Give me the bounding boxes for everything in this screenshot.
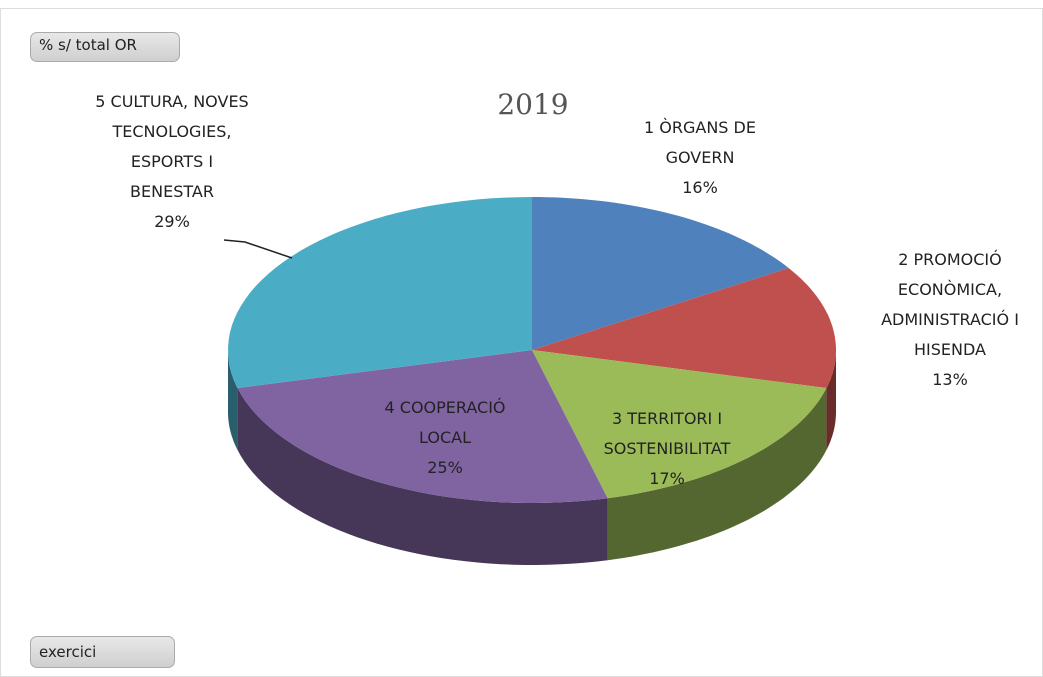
data-label: 3 TERRITORI I SOSTENIBILITAT 17% bbox=[582, 404, 752, 494]
data-label: 2 PROMOCIÓ ECONÒMICA, ADMINISTRACIÓ I HI… bbox=[850, 245, 1043, 395]
slice bbox=[532, 350, 827, 499]
data-label: 1 ÒRGANS DE GOVERN 16% bbox=[615, 113, 785, 203]
category-label: 4 COOPERACIÓ LOCAL bbox=[384, 398, 506, 447]
pie bbox=[228, 197, 836, 565]
slice bbox=[228, 197, 532, 388]
category-label: 1 ÒRGANS DE GOVERN bbox=[644, 118, 756, 167]
data-label: 5 CULTURA, NOVES TECNOLOGIES, ESPORTS I … bbox=[92, 87, 252, 237]
leader-line bbox=[223, 239, 293, 259]
field-button[interactable]: % s/ total OR bbox=[30, 32, 180, 62]
slice bbox=[532, 197, 789, 350]
value-label: 25% bbox=[427, 458, 463, 477]
slice bbox=[532, 268, 836, 388]
value-label: 17% bbox=[649, 469, 685, 488]
chart-title: 2019 bbox=[497, 88, 569, 121]
slice-side bbox=[826, 350, 836, 450]
filter-button[interactable]: exercici bbox=[30, 636, 175, 668]
category-label: 2 PROMOCIÓ ECONÒMICA, ADMINISTRACIÓ I HI… bbox=[881, 250, 1019, 359]
category-label: 3 TERRITORI I SOSTENIBILITAT bbox=[603, 409, 731, 458]
slice-side bbox=[607, 388, 827, 561]
value-label: 29% bbox=[154, 212, 190, 231]
slice-side bbox=[237, 388, 608, 565]
slice-side bbox=[228, 350, 238, 450]
value-label: 13% bbox=[932, 370, 968, 389]
filter-label: exercici bbox=[39, 643, 97, 661]
value-label: 16% bbox=[682, 178, 718, 197]
slice bbox=[237, 350, 608, 503]
data-label: 4 COOPERACIÓ LOCAL 25% bbox=[370, 393, 520, 483]
category-label: 5 CULTURA, NOVES TECNOLOGIES, ESPORTS I … bbox=[95, 92, 249, 201]
